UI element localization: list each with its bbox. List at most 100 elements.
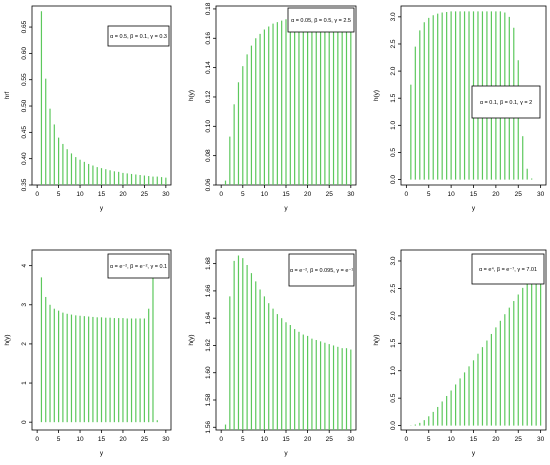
x-tick-label: 25 xyxy=(141,191,149,198)
x-axis-label: y xyxy=(472,205,476,212)
chart-panel-1: 0 5 10 15 20 25 30 y 0.35 0.40 0.45 0.50 0.55 0.60 0.6… xyxy=(4,5,172,212)
x-tick-label: 20 xyxy=(119,191,127,198)
legend-text: α = e⁻², β = e⁻², γ = 0.1 xyxy=(110,264,167,270)
x-tick-label: 5 xyxy=(57,191,61,198)
y-tick-label: 1.58 xyxy=(205,393,212,406)
x-tick-label: 15 xyxy=(282,436,290,443)
y-axis: 0.0 0.5 1.0 1.5 2.0 2.5 3.0 xyxy=(390,256,401,430)
x-tick-label: 30 xyxy=(347,191,355,198)
legend-box xyxy=(471,85,541,119)
legend-text: α = e⁴, β = e⁻⁷, γ = 7.01 xyxy=(479,266,537,273)
y-tick-label: 1.5 xyxy=(390,93,397,102)
bar-series xyxy=(40,11,167,185)
y-tick-label: 0.45 xyxy=(21,126,28,139)
y-axis-label: h(y) xyxy=(4,334,11,345)
y-tick-label: 0.5 xyxy=(390,148,397,157)
y-axis-label: h(y) xyxy=(373,90,380,101)
y-tick-label: 1.0 xyxy=(390,366,397,375)
y-axis-label: h(y) xyxy=(188,90,195,101)
x-axis: 0 5 10 15 20 25 30 xyxy=(219,430,355,443)
x-axis: 0 5 10 15 20 25 30 xyxy=(219,185,355,198)
y-tick-label: 1.62 xyxy=(205,339,212,352)
y-tick-label: 3.0 xyxy=(390,12,397,21)
x-tick-label: 15 xyxy=(282,191,290,198)
x-tick-label: 25 xyxy=(515,191,523,198)
legend-box xyxy=(471,253,545,285)
bar-series xyxy=(410,259,542,426)
chart-panel-6: 0 5 10 15 20 25 30 y 0.0 0.5 1.0 1.5 2.0 2.5 3.0 h(y) α … xyxy=(373,249,547,457)
legend-box xyxy=(107,253,170,279)
x-tick-label: 15 xyxy=(470,436,478,443)
x-tick-label: 10 xyxy=(76,436,84,443)
x-tick-label: 30 xyxy=(162,436,170,443)
y-tick-label: 0.55 xyxy=(21,73,28,86)
x-tick-label: 5 xyxy=(241,436,245,443)
bar-series xyxy=(224,12,352,185)
y-tick-label: 2.5 xyxy=(390,284,397,293)
chart-panel-4: 0 5 10 15 20 25 30 y 0 1 2 3 4 h(y) α = e⁻², β = e⁻², … xyxy=(4,249,172,457)
y-tick-label: 0.40 xyxy=(21,152,28,165)
bar-series xyxy=(224,255,352,430)
x-axis-label: y xyxy=(100,450,104,457)
y-tick-label: 0.18 xyxy=(205,2,212,15)
y-tick-label: 2.0 xyxy=(390,311,397,320)
y-tick-label: 1.60 xyxy=(205,366,212,379)
x-tick-label: 25 xyxy=(326,191,334,198)
y-tick-label: 3.0 xyxy=(390,256,397,265)
y-axis: 0 1 2 3 4 xyxy=(21,263,32,424)
x-tick-label: 20 xyxy=(304,436,312,443)
y-tick-label: 0.06 xyxy=(205,178,212,191)
y-tick-label: 0.5 xyxy=(390,393,397,402)
y-tick-label: 0.08 xyxy=(205,149,212,162)
y-tick-label: 3 xyxy=(21,303,28,307)
chart-panel-3: 0 5 10 15 20 25 30 y 0.0 0.5 1.0 1.5 2.0 2.5 3.0 h(y) α … xyxy=(373,5,547,212)
x-tick-label: 15 xyxy=(98,436,106,443)
x-tick-label: 20 xyxy=(492,191,500,198)
y-tick-label: 1.68 xyxy=(205,257,212,270)
y-axis-label: h(y) xyxy=(188,334,195,345)
y-tick-label: 2 xyxy=(21,342,28,346)
x-tick-label: 0 xyxy=(219,191,223,198)
y-tick-label: 1 xyxy=(21,381,28,385)
y-tick-label: 0.0 xyxy=(390,175,397,184)
y-tick-label: 1.66 xyxy=(205,284,212,297)
x-tick-label: 0 xyxy=(35,436,39,443)
legend-text: α = 0.5, β = 0.1, γ = 0.3 xyxy=(110,34,167,40)
x-tick-label: 15 xyxy=(98,191,106,198)
chart-panel-5: 0 5 10 15 20 25 30 y 1.56 1.58 1.60 1.62 1.64 1.66 1.6… xyxy=(188,249,357,457)
x-tick-label: 0 xyxy=(35,191,39,198)
x-tick-label: 20 xyxy=(492,436,500,443)
x-tick-label: 10 xyxy=(448,436,456,443)
y-tick-label: 0 xyxy=(21,420,28,424)
x-axis-label: y xyxy=(284,450,288,457)
y-tick-label: 1.0 xyxy=(390,120,397,129)
y-tick-label: 4 xyxy=(21,263,28,267)
x-tick-label: 10 xyxy=(261,436,269,443)
y-tick-label: 1.64 xyxy=(205,311,212,324)
legend-text: α = 0.1, β = 0.1, γ = 2 xyxy=(480,100,532,106)
y-tick-label: 0.60 xyxy=(21,47,28,60)
x-axis-label: y xyxy=(472,450,476,457)
x-tick-label: 0 xyxy=(219,436,223,443)
legend: α = e⁻², β = 0.095, γ = e⁻¹ xyxy=(288,253,355,287)
x-axis: 0 5 10 15 20 25 30 xyxy=(405,185,545,198)
x-tick-label: 20 xyxy=(304,191,312,198)
y-tick-label: 0.35 xyxy=(21,178,28,191)
x-tick-label: 30 xyxy=(162,191,170,198)
legend-box xyxy=(107,25,170,47)
x-tick-label: 5 xyxy=(57,436,61,443)
y-axis-label: h(y) xyxy=(373,334,380,345)
y-axis: 0.0 0.5 1.0 1.5 2.0 2.5 3.0 xyxy=(390,12,401,184)
y-tick-label: 2.5 xyxy=(390,39,397,48)
x-tick-label: 10 xyxy=(448,191,456,198)
x-tick-label: 10 xyxy=(76,191,84,198)
x-axis: 0 5 10 15 20 25 30 xyxy=(405,430,545,443)
x-axis: 0 5 10 15 20 25 30 xyxy=(35,430,170,443)
y-tick-label: 0.14 xyxy=(205,61,212,74)
y-tick-label: 0.0 xyxy=(390,421,397,430)
x-tick-label: 5 xyxy=(427,191,431,198)
x-tick-label: 25 xyxy=(141,436,149,443)
x-axis: 0 5 10 15 20 25 30 xyxy=(35,185,170,198)
legend: α = 0.1, β = 0.1, γ = 2 xyxy=(471,85,541,119)
